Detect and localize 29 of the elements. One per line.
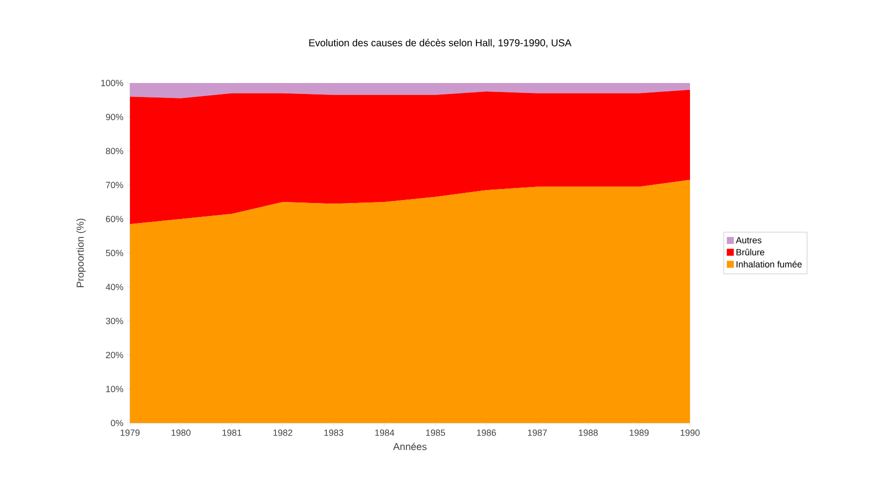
x-tick-label: 1982 xyxy=(273,430,292,436)
y-tick-label: 20% xyxy=(106,352,124,358)
y-tick-label: 10% xyxy=(106,386,124,392)
x-tick-label: 1983 xyxy=(324,430,344,436)
x-axis-title: Années xyxy=(393,442,427,450)
y-axis-title: Propoortion (%) xyxy=(76,218,86,288)
x-tick-label: 1984 xyxy=(375,430,394,436)
x-tick-label: 1988 xyxy=(578,430,598,436)
x-tick-label: 1987 xyxy=(528,430,547,436)
y-tick-label: 30% xyxy=(106,318,124,324)
x-tick-label: 1981 xyxy=(222,430,242,436)
y-tick-label: 60% xyxy=(106,216,124,222)
legend-label: Brûlure xyxy=(736,248,764,256)
y-tick-label: 90% xyxy=(106,114,124,120)
legend-label: Autres xyxy=(736,237,762,244)
y-tick-label: 80% xyxy=(106,148,124,154)
y-tick-label: 50% xyxy=(106,250,124,256)
legend-label: Inhalation fumée xyxy=(736,260,802,268)
x-tick-label: 1989 xyxy=(630,430,649,436)
x-tick-label: 1980 xyxy=(172,430,191,436)
x-tick-label: 1990 xyxy=(680,430,700,436)
x-tick-label: 1985 xyxy=(426,430,446,436)
x-tick-label: 1986 xyxy=(477,430,496,436)
y-tick-label: 0% xyxy=(110,420,124,426)
y-tick-label: 40% xyxy=(106,284,124,290)
chart-title: Evolution des causes de décès selon Hall, 1979-1990, USA xyxy=(309,38,572,48)
x-tick-label: 1979 xyxy=(120,430,140,436)
y-tick-label: 70% xyxy=(106,182,124,188)
y-tick-label: 100% xyxy=(101,80,124,86)
